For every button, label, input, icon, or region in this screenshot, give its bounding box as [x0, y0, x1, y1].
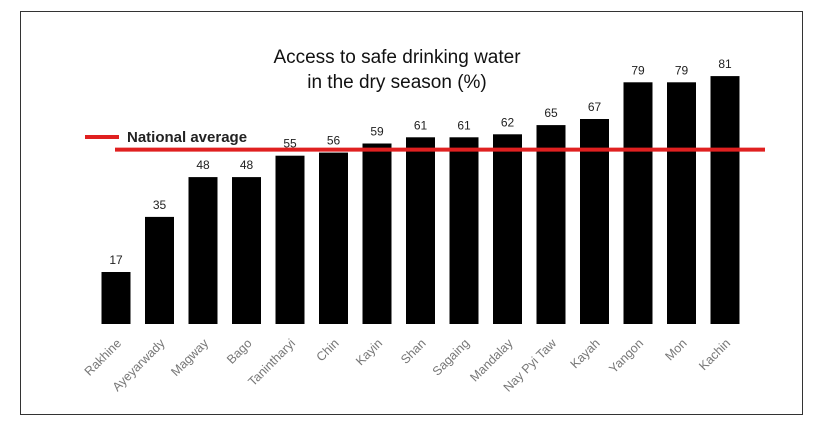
value-label-magway: 48	[196, 158, 210, 172]
value-label-kayin: 59	[370, 125, 384, 139]
x-tick-label-bago: Bago	[224, 336, 255, 367]
value-label-nay-pyi-taw: 65	[544, 106, 558, 120]
bar-nay-pyi-taw	[536, 125, 566, 324]
x-tick-label-shan: Shan	[398, 336, 429, 367]
value-label-mon: 79	[675, 63, 689, 77]
bar-ayeyarwady	[145, 216, 174, 324]
bar-kachin	[710, 76, 740, 324]
value-labels: 17 35 48 48 55 56 59 61 61 62 65 67 79 79 81	[109, 57, 732, 267]
x-tick-label-rakhine: Rakhine	[82, 336, 124, 378]
value-label-tanintharyi: 55	[283, 137, 297, 151]
legend-label-national-average: National average	[127, 129, 247, 146]
chart-frame: Access to safe drinking water in the dry…	[20, 11, 803, 415]
x-tick-label-magway: Magway	[168, 336, 211, 379]
x-tick-label-kayah: Kayah	[568, 336, 603, 371]
x-tick-label-chin: Chin	[314, 336, 342, 364]
x-tick-label-mon: Mon	[663, 336, 690, 363]
value-label-kayah: 67	[588, 100, 602, 114]
value-label-shan: 61	[414, 118, 428, 132]
value-label-kachin: 81	[718, 57, 732, 71]
chart-title-line-1: Access to safe drinking water	[273, 47, 521, 68]
bar-magway	[188, 177, 218, 324]
value-label-bago: 48	[240, 158, 254, 172]
chart-title-line-2: in the dry season (%)	[307, 72, 487, 93]
bar-sagaing	[449, 137, 479, 324]
bar-series	[101, 76, 740, 324]
x-tick-label-yangon: Yangon	[606, 336, 646, 376]
bar-tanintharyi	[275, 155, 305, 324]
bar-rakhine	[101, 272, 131, 324]
x-tick-label-tanintharyi: Tanintharyi	[245, 336, 298, 389]
value-label-chin: 56	[327, 134, 341, 148]
value-label-yangon: 79	[631, 63, 645, 77]
value-label-mandalay: 62	[501, 115, 515, 129]
bar-mon	[667, 82, 696, 324]
bar-kayah	[580, 119, 609, 324]
value-label-sagaing: 61	[457, 118, 471, 132]
x-tick-label-kayin: Kayin	[353, 336, 385, 368]
value-label-rakhine: 17	[109, 253, 123, 267]
value-label-ayeyarwady: 35	[153, 198, 167, 212]
bar-yangon	[623, 82, 653, 324]
bar-shan	[406, 137, 435, 324]
x-tick-label-sagaing: Sagaing	[430, 336, 472, 378]
bar-kayin	[362, 143, 392, 324]
bar-chart: Access to safe drinking water in the dry…	[82, 47, 765, 395]
bar-mandalay	[493, 134, 522, 324]
bar-chin	[319, 152, 348, 324]
bar-bago	[232, 177, 261, 324]
x-tick-label-kachin: Kachin	[696, 336, 733, 373]
